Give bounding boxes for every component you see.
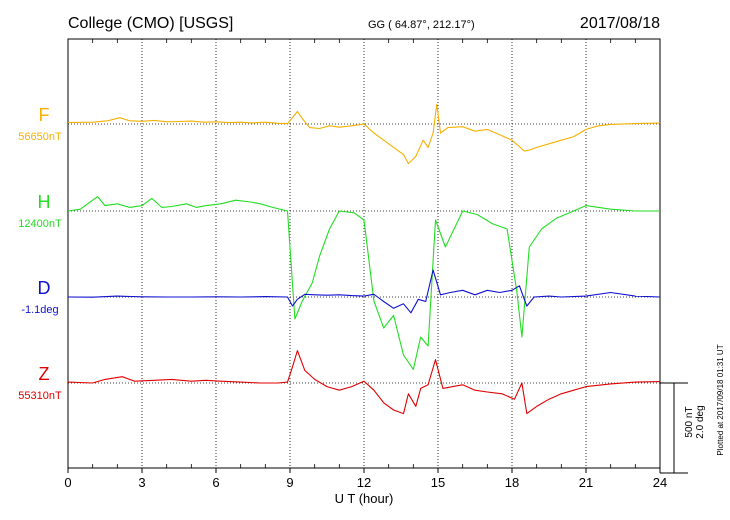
series-H-line (67, 196, 660, 370)
series-Z-name: Z (39, 364, 50, 384)
x-tick-label: 0 (64, 475, 71, 490)
series-H-baseline: 12400nT (18, 218, 62, 230)
series-F-name: F (39, 105, 50, 125)
series-F-line (67, 103, 661, 165)
scale-note-line: 500 nT (684, 406, 695, 437)
x-tick-label: 3 (138, 475, 145, 490)
x-axis: 0 3 6 9 12 15 18 21 24 (64, 39, 667, 490)
plotted-note: Plotted at 2017/09/18 01:31 UT (716, 344, 725, 455)
series-D-name: D (38, 278, 51, 298)
x-axis-label: U T (hour) (335, 491, 394, 506)
series-D-line (67, 269, 661, 314)
series-D-baseline: -1.1deg (21, 304, 58, 316)
chart-title: College (CMO) [USGS] (68, 15, 233, 32)
x-tick-label: 6 (212, 475, 219, 490)
series-labels: F 56650nT H 12400nT D -1.1deg Z 55310nT (18, 105, 62, 402)
scale-note: 500 nT2.0 deg (684, 405, 706, 438)
x-tick-label: 12 (357, 475, 371, 490)
series-Z-baseline: 55310nT (18, 390, 62, 402)
grid (68, 39, 660, 468)
series-H-name: H (38, 192, 51, 212)
scale-bar (660, 382, 688, 474)
x-tick-label: 21 (579, 475, 593, 490)
chart-date: 2017/08/18 (580, 15, 660, 32)
x-tick-label: 18 (505, 475, 519, 490)
chart-coords: GG ( 64.87°, 212.17°) (368, 19, 475, 31)
plot-frame (67, 38, 661, 469)
series-Z-line (67, 350, 661, 415)
x-tick-label: 9 (286, 475, 293, 490)
x-tick-label: 24 (653, 475, 667, 490)
scale-note-line: 2.0 deg (695, 405, 706, 438)
x-tick-label: 15 (431, 475, 445, 490)
series-F-baseline: 56650nT (18, 131, 62, 143)
series-group (67, 103, 661, 415)
